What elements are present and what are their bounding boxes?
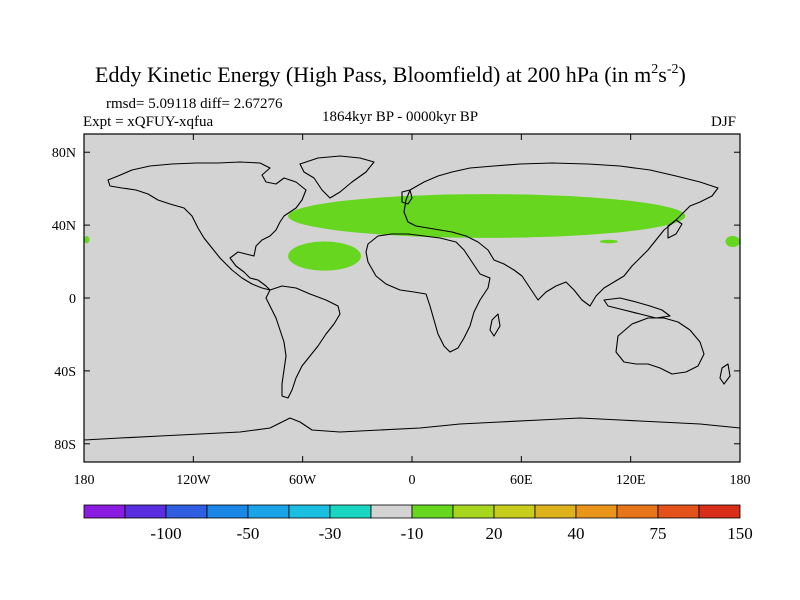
coast-antarctica bbox=[84, 417, 740, 441]
chart-title: Eddy Kinetic Energy (High Pass, Bloomfie… bbox=[95, 62, 686, 87]
colorbar-swatch bbox=[247, 504, 290, 519]
coast-japan bbox=[667, 219, 683, 239]
x-tick-label: 180 bbox=[730, 473, 751, 488]
region-north-hemisphere-storm-track bbox=[288, 194, 686, 238]
colorbar: -100 -50 -30 -10 20 40 75 150 bbox=[83, 504, 753, 543]
colorbar-swatch bbox=[370, 504, 413, 519]
map-panel: 180 120W 60W 0 60E 120E 180 80N 40N 0 40S 80S bbox=[52, 133, 751, 488]
colorbar-label: 20 bbox=[486, 524, 503, 543]
region-china-small-patch bbox=[599, 239, 618, 244]
colorbar-swatch bbox=[452, 504, 495, 519]
colorbar-swatch bbox=[83, 504, 126, 519]
colorbar-swatch bbox=[534, 504, 577, 519]
colorbar-swatch bbox=[411, 504, 454, 519]
colorbar-label: -100 bbox=[150, 524, 181, 543]
colorbar-swatch bbox=[124, 504, 167, 519]
season-label: DJF bbox=[711, 114, 736, 130]
x-tick-label: 120E bbox=[616, 473, 646, 488]
colorbar-swatch bbox=[616, 504, 659, 519]
x-tick-label: 60W bbox=[289, 473, 317, 488]
region-dateline-west-edge-patch bbox=[84, 236, 90, 244]
colorbar-swatch bbox=[206, 504, 249, 519]
y-tick-label: 80S bbox=[54, 438, 76, 453]
y-tick-label: 40N bbox=[52, 219, 76, 234]
colorbar-swatch bbox=[165, 504, 208, 519]
colorbar-swatch bbox=[657, 504, 700, 519]
coast-africa bbox=[365, 233, 491, 353]
colorbar-label: -30 bbox=[319, 524, 342, 543]
y-tick-label: 0 bbox=[69, 292, 76, 307]
region-north-atlantic-subtropical-patch bbox=[288, 241, 361, 271]
colorbar-label: 75 bbox=[650, 524, 667, 543]
x-tick-label: 120W bbox=[176, 473, 211, 488]
colorbar-label: -50 bbox=[237, 524, 260, 543]
coast-maritime-continent bbox=[603, 297, 671, 319]
colorbar-swatch bbox=[698, 504, 741, 519]
colorbar-label: 150 bbox=[727, 524, 753, 543]
anomaly-regions bbox=[84, 194, 740, 271]
colorbar-swatch bbox=[575, 504, 618, 519]
colorbar-swatch bbox=[288, 504, 331, 519]
coast-australia bbox=[615, 317, 705, 375]
stats-label: rmsd= 5.09118 diff= 2.67276 bbox=[106, 96, 283, 112]
coast-british-isles bbox=[401, 189, 413, 205]
coast-eurasia bbox=[403, 162, 719, 307]
colorbar-label: 40 bbox=[568, 524, 585, 543]
period-label: 1864kyr BP - 0000kyr BP bbox=[322, 109, 478, 125]
x-tick-label: 60E bbox=[510, 473, 533, 488]
axis-ticks: 180 120W 60W 0 60E 120E 180 80N 40N 0 40S 80S bbox=[52, 134, 751, 488]
coastlines bbox=[84, 155, 740, 441]
coast-madagascar bbox=[489, 313, 501, 337]
colorbar-label: -10 bbox=[401, 524, 424, 543]
colorbar-swatch bbox=[329, 504, 372, 519]
map-background bbox=[84, 134, 740, 462]
coast-north-america bbox=[107, 161, 307, 291]
y-tick-label: 40S bbox=[54, 365, 76, 380]
colorbar-swatch bbox=[493, 504, 536, 519]
region-dateline-east-edge-patch bbox=[725, 236, 740, 247]
experiment-label: Expt = xQFUY-xqfua bbox=[83, 114, 213, 130]
coast-new-zealand bbox=[719, 363, 731, 385]
y-tick-label: 80N bbox=[52, 146, 76, 161]
x-tick-label: 0 bbox=[409, 473, 416, 488]
x-tick-label: 180 bbox=[74, 473, 95, 488]
coast-south-america bbox=[265, 285, 341, 399]
coast-greenland bbox=[299, 155, 375, 199]
